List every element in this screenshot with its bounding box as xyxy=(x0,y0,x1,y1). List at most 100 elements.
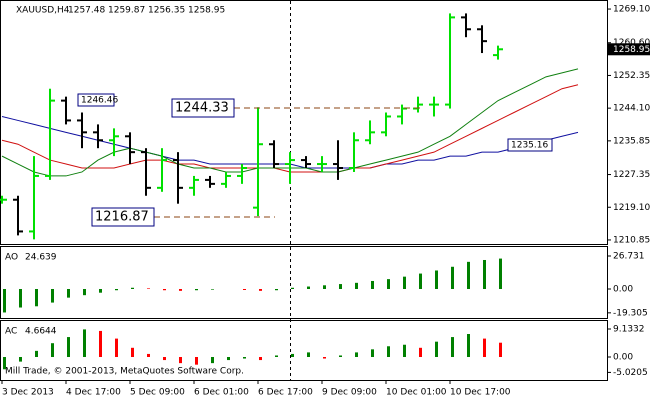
histogram-bar xyxy=(387,346,390,358)
histogram-bar xyxy=(195,357,198,365)
histogram-bar xyxy=(307,352,310,358)
y-tick-label: 1210.85 xyxy=(613,235,650,245)
histogram-bar xyxy=(163,289,166,291)
y-tick-label: 26.731 xyxy=(613,251,645,261)
histogram-bar xyxy=(499,258,502,289)
histogram-bar xyxy=(19,357,22,362)
histogram-bar xyxy=(83,329,86,358)
main-panel xyxy=(0,0,608,245)
histogram-bar xyxy=(323,357,326,359)
histogram-bar xyxy=(51,289,54,303)
histogram-bar xyxy=(483,338,486,358)
histogram-bar xyxy=(99,289,102,293)
histogram-bar xyxy=(403,344,406,358)
annotation-box xyxy=(507,138,553,152)
histogram-bar xyxy=(83,289,86,296)
y-tick-label: 1260.60 xyxy=(613,38,650,48)
histogram-bar xyxy=(67,289,70,298)
x-tick-label: 4 Dec 17:00 xyxy=(66,388,121,398)
x-tick-label: 5 Dec 09:00 xyxy=(130,388,185,398)
indicator-value: 4.6644 xyxy=(25,327,57,337)
histogram-bar xyxy=(467,334,470,358)
y-tick-label: 0.00 xyxy=(613,353,633,363)
annotation-box xyxy=(77,93,115,107)
histogram-bar xyxy=(179,289,182,291)
y-tick-label: 1252.35 xyxy=(613,71,650,81)
histogram-bar xyxy=(291,287,294,289)
histogram-bar xyxy=(51,343,54,358)
histogram-bar xyxy=(435,270,438,289)
histogram-bar xyxy=(339,284,342,289)
histogram-bar xyxy=(35,350,38,358)
y-tick-label: 1269.10 xyxy=(613,5,650,15)
histogram-bar xyxy=(179,357,182,364)
histogram-bar xyxy=(115,289,118,291)
annotation-box xyxy=(171,98,235,118)
histogram-bar xyxy=(163,357,166,361)
x-tick-label: 6 Dec 17:00 xyxy=(258,388,313,398)
x-tick-label: 6 Dec 01:00 xyxy=(194,388,249,398)
annotation: 1235.16 xyxy=(511,141,548,151)
histogram-bar xyxy=(451,337,454,358)
y-tick-label: 1244.10 xyxy=(613,104,650,114)
histogram-bar xyxy=(419,347,422,358)
annotation-box xyxy=(91,207,155,227)
histogram-bar xyxy=(131,287,134,289)
histogram-bar xyxy=(499,342,502,358)
histogram-bar xyxy=(419,273,422,289)
histogram-bar xyxy=(35,289,38,307)
histogram-bar xyxy=(275,289,278,291)
histogram-bar xyxy=(387,279,390,289)
histogram-bar xyxy=(323,285,326,289)
y-tick-label: 9.1332 xyxy=(613,324,645,334)
y-tick-label: -5.0205 xyxy=(613,368,648,378)
histogram-bar xyxy=(3,289,6,313)
footer: Mill Trade, © 2001-2013, MetaQuotes Soft… xyxy=(5,367,244,377)
histogram-bar xyxy=(19,289,22,308)
histogram-bar xyxy=(147,353,150,358)
header-open: 1257.48 xyxy=(68,6,105,16)
y-tick-label: 1227.35 xyxy=(613,170,650,180)
histogram-bar xyxy=(99,330,102,358)
histogram-bar xyxy=(131,347,134,358)
histogram-bar xyxy=(3,357,6,370)
histogram-bar xyxy=(227,357,230,361)
histogram-bar xyxy=(275,355,278,358)
histogram-bar xyxy=(211,357,214,364)
histogram-bar xyxy=(355,282,358,289)
histogram-bar xyxy=(403,276,406,289)
symbol-label: XAUUSD,H4 xyxy=(16,6,70,16)
histogram-bar xyxy=(307,286,310,289)
annotation: 1216.87 xyxy=(95,210,149,225)
header-close: 1258.95 xyxy=(188,6,225,16)
histogram-bar xyxy=(371,349,374,358)
x-tick-label: 9 Dec 09:00 xyxy=(322,388,377,398)
price-tag-label: 1258.95 xyxy=(613,45,650,55)
histogram-bar xyxy=(259,357,262,361)
x-tick-label: 10 Dec 01:00 xyxy=(386,388,447,398)
indicator-name: AO xyxy=(5,253,18,263)
histogram-bar xyxy=(339,355,342,358)
price-tag xyxy=(608,43,650,56)
x-tick-label: 10 Dec 17:00 xyxy=(450,388,511,398)
indicator-name: AC xyxy=(5,327,17,337)
histogram-bar xyxy=(483,259,486,289)
indicator-value: 24.639 xyxy=(25,253,57,263)
histogram-bar xyxy=(243,357,246,359)
y-tick-label: 1235.85 xyxy=(613,136,650,146)
header-high: 1259.87 xyxy=(108,6,145,16)
histogram-bar xyxy=(115,338,118,358)
histogram-bar xyxy=(67,337,70,358)
annotation: 1246.46 xyxy=(81,96,118,106)
histogram-bar xyxy=(243,289,246,290)
histogram-bar xyxy=(147,288,150,289)
y-tick-label: 0.00 xyxy=(613,285,633,295)
histogram-bar xyxy=(435,341,438,358)
histogram-bar xyxy=(211,289,214,290)
histogram-bar xyxy=(451,266,454,289)
y-tick-label: -19.305 xyxy=(613,308,648,318)
histogram-bar xyxy=(371,280,374,289)
ao-panel xyxy=(0,246,608,319)
header-low: 1256.35 xyxy=(148,6,185,16)
